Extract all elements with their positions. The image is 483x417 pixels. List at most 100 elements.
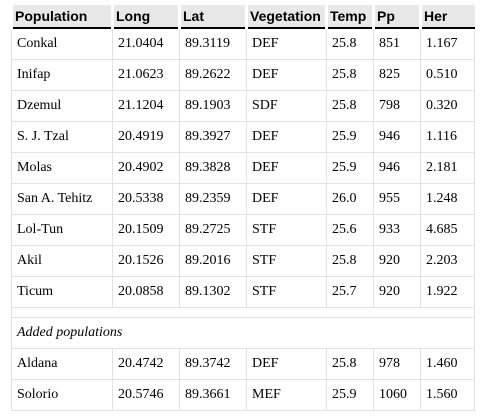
table-cell: 20.1509	[112, 214, 180, 246]
table-cell: 21.1204	[112, 90, 180, 122]
table-cell: 20.1526	[112, 245, 180, 277]
table-cell: 1.167	[420, 27, 475, 60]
table-row: Molas 20.4902 89.3828 DEF 25.9 946 2.181	[11, 152, 475, 184]
table-cell: 25.9	[326, 379, 374, 411]
table-cell: 933	[373, 214, 421, 246]
table-cell: 955	[373, 183, 421, 215]
table-row: San A. Tehitz 20.5338 89.2359 DEF 26.0 955 1.2…	[11, 183, 475, 215]
table-cell: 2.181	[420, 152, 475, 184]
header-cell: Vegetation	[245, 5, 327, 29]
table-cell: STF	[246, 245, 327, 277]
table-cell: 89.2016	[179, 245, 247, 277]
table-cell: 25.8	[326, 245, 374, 277]
table-row: Aldana 20.4742 89.3742 DEF 25.8 978 1.460	[11, 348, 475, 380]
table-cell: 1.460	[420, 348, 475, 380]
table-row: Inifap 21.0623 89.2622 DEF 25.8 825 0.510	[11, 59, 475, 91]
table-row: S. J. Tzal 20.4919 89.3927 DEF 25.9 946 1.116	[11, 121, 475, 153]
table-cell: 89.3927	[179, 121, 247, 153]
header-cell: Her	[419, 5, 475, 29]
table-cell: 20.5746	[112, 379, 180, 411]
table-row: Lol-Tun 20.1509 89.2725 STF 25.6 933 4.685	[11, 214, 475, 246]
header-cell: Lat	[178, 5, 247, 29]
table-cell: 20.5338	[112, 183, 180, 215]
table-row: Akil 20.1526 89.2016 STF 25.8 920 2.203	[11, 245, 475, 277]
table-cell: 25.9	[326, 152, 374, 184]
table-cell: DEF	[246, 348, 327, 380]
table-cell: 25.8	[326, 348, 374, 380]
table-cell: 0.510	[420, 59, 475, 91]
section-row: Added populations	[11, 317, 475, 349]
table-cell: 20.4742	[112, 348, 180, 380]
header-cell: Population	[10, 5, 113, 29]
table-cell: 920	[373, 276, 421, 308]
separator-cell	[11, 307, 475, 318]
table-cell: MEF	[246, 379, 327, 411]
table-cell: STF	[246, 214, 327, 246]
table-cell: 26.0	[326, 183, 374, 215]
table-cell: 2.203	[420, 245, 475, 277]
table-cell: Akil	[11, 245, 113, 277]
table-cell: San A. Tehitz	[11, 183, 113, 215]
table-cell: Conkal	[11, 27, 113, 60]
table-cell: 1.560	[420, 379, 475, 411]
table-cell: 89.2622	[179, 59, 247, 91]
table-cell: SDF	[246, 90, 327, 122]
table-cell: Molas	[11, 152, 113, 184]
table-cell: 89.3661	[179, 379, 247, 411]
table-cell: 20.0858	[112, 276, 180, 308]
table-cell: 825	[373, 59, 421, 91]
table-cell: 25.8	[326, 27, 374, 60]
table-row: Dzemul 21.1204 89.1903 SDF 25.8 798 0.320	[11, 90, 475, 122]
table-row: Solorio 20.5746 89.3661 MEF 25.9 1060 1.560	[11, 379, 475, 411]
table-cell: 89.3828	[179, 152, 247, 184]
table-cell: 25.8	[326, 90, 374, 122]
table-cell: 25.8	[326, 59, 374, 91]
table-cell: Dzemul	[11, 90, 113, 122]
table-cell: 1.248	[420, 183, 475, 215]
table-cell: DEF	[246, 27, 327, 60]
table-cell: 89.2359	[179, 183, 247, 215]
table-cell: DEF	[246, 152, 327, 184]
table-cell: STF	[246, 276, 327, 308]
table-cell: 21.0623	[112, 59, 180, 91]
table-cell: DEF	[246, 183, 327, 215]
table-cell: 89.1903	[179, 90, 247, 122]
table-cell: Aldana	[11, 348, 113, 380]
table-cell: 920	[373, 245, 421, 277]
table-cell: Ticum	[11, 276, 113, 308]
table-cell: 1.116	[420, 121, 475, 153]
table-cell: DEF	[246, 59, 327, 91]
data-table: Population Long Lat Vegetation Temp Pp Her Con…	[10, 5, 475, 411]
table-cell: Solorio	[11, 379, 113, 411]
table-cell: S. J. Tzal	[11, 121, 113, 153]
table-cell: 89.1302	[179, 276, 247, 308]
header-cell: Temp	[325, 5, 374, 29]
table-cell: 0.320	[420, 90, 475, 122]
header-row: Population Long Lat Vegetation Temp Pp Her	[10, 5, 475, 29]
table-cell: 20.4902	[112, 152, 180, 184]
table-cell: 1060	[373, 379, 421, 411]
table-cell: 4.685	[420, 214, 475, 246]
table-body: Conkal 21.0404 89.3119 DEF 25.8 851 1.167 Inifa…	[11, 27, 475, 411]
section-label: Added populations	[11, 317, 475, 349]
table-cell: Lol-Tun	[11, 214, 113, 246]
table-cell: 946	[373, 152, 421, 184]
separator-row	[11, 307, 475, 318]
table-cell: 21.0404	[112, 27, 180, 60]
table-cell: 89.3742	[179, 348, 247, 380]
table-cell: 798	[373, 90, 421, 122]
table-cell: DEF	[246, 121, 327, 153]
header-cell: Long	[111, 5, 180, 29]
table-cell: 851	[373, 27, 421, 60]
table-row: Ticum 20.0858 89.1302 STF 25.7 920 1.922	[11, 276, 475, 308]
table-cell: 89.3119	[179, 27, 247, 60]
table-cell: 946	[373, 121, 421, 153]
table-cell: 20.4919	[112, 121, 180, 153]
table-cell: 25.6	[326, 214, 374, 246]
table-cell: Inifap	[11, 59, 113, 91]
table-cell: 25.7	[326, 276, 374, 308]
table-row: Conkal 21.0404 89.3119 DEF 25.8 851 1.167	[11, 27, 475, 60]
table-cell: 25.9	[326, 121, 374, 153]
table-cell: 89.2725	[179, 214, 247, 246]
